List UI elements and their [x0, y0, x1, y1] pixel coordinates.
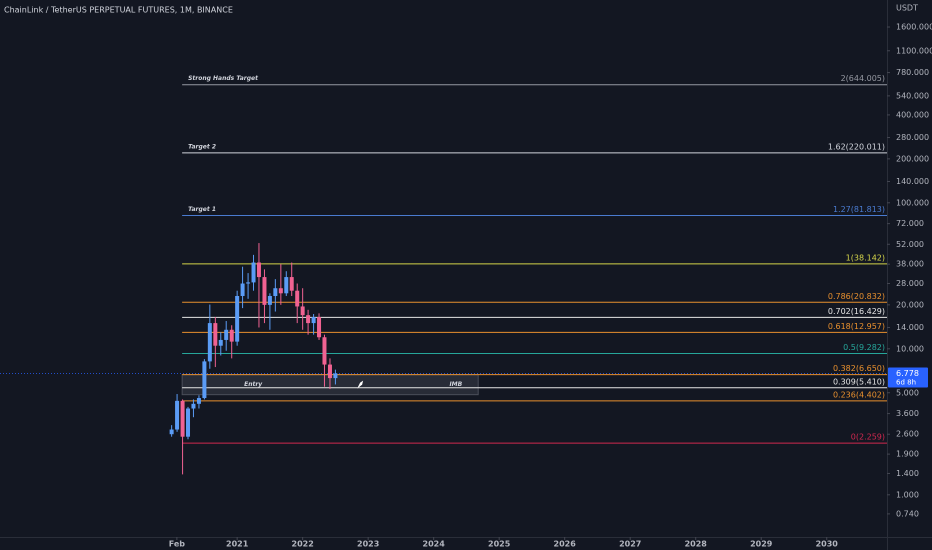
- fib-label: 0.618(12.957): [828, 322, 885, 331]
- candle-body: [278, 288, 283, 294]
- y-tick-label: 100.000: [896, 198, 929, 207]
- candle-body: [322, 337, 327, 365]
- candle-body: [240, 283, 245, 296]
- price-tag: [888, 367, 928, 388]
- x-tick-label: Feb: [169, 540, 186, 549]
- candle-body: [317, 317, 322, 338]
- x-tick-label: 2029: [750, 540, 773, 549]
- fib-label: 0(2.259): [851, 433, 885, 442]
- x-tick-label: 2022: [292, 540, 314, 549]
- fib-label: 1.27(81.813): [833, 205, 885, 214]
- x-tick-label: 2027: [619, 540, 641, 549]
- candle-body: [186, 408, 191, 437]
- x-tick-label: 2024: [423, 540, 446, 549]
- y-tick-label: 1.900: [896, 450, 919, 459]
- candle-body: [256, 262, 261, 278]
- candle-body: [213, 323, 218, 346]
- y-tick-label: 3.600: [896, 409, 919, 418]
- y-tick-label: 72.000: [896, 219, 924, 228]
- candle-body: [246, 282, 251, 284]
- fib-note: Strong Hands Target: [188, 75, 259, 82]
- y-tick-label: 38.000: [896, 260, 924, 269]
- y-tick-label: 1.000: [896, 490, 919, 499]
- y-tick-label: 780.000: [896, 68, 929, 77]
- chart-title: ChainLink / TetherUS PERPETUAL FUTURES, …: [4, 6, 233, 15]
- candle-body: [235, 295, 240, 342]
- fib-note: Target 1: [188, 206, 216, 213]
- candle-body: [180, 400, 185, 437]
- candle-body: [251, 262, 256, 283]
- rocket-icon: [357, 380, 364, 389]
- x-tick-label: 2028: [685, 540, 708, 549]
- fib-label: 0.786(20.832): [828, 292, 885, 301]
- candle-body: [224, 329, 229, 340]
- x-tick-label: 2025: [488, 540, 511, 549]
- y-tick-label: 52.000: [896, 240, 924, 249]
- candle-body: [333, 373, 338, 379]
- candle-body: [191, 403, 196, 409]
- candle-body: [196, 398, 201, 404]
- candle-body: [218, 339, 223, 346]
- x-tick-label: 2021: [226, 540, 249, 549]
- candle-body: [229, 329, 234, 342]
- fib-label: 0.702(16.429): [828, 307, 885, 316]
- candle-body: [306, 315, 311, 324]
- candle-body: [289, 277, 294, 291]
- fib-label: 2(644.005): [841, 74, 885, 83]
- y-tick-label: 1.400: [896, 469, 919, 478]
- candle-body: [175, 400, 180, 430]
- y-tick-label: 20.000: [896, 300, 924, 309]
- x-tick-label: 2026: [554, 540, 577, 549]
- fib-label: 1(38.142): [846, 253, 885, 262]
- candle-body: [273, 288, 278, 296]
- x-tick-label: 2023: [357, 540, 379, 549]
- candle-body: [202, 361, 207, 399]
- y-tick-label: 540.000: [896, 91, 929, 100]
- y-tick-label: 2.600: [896, 430, 919, 439]
- entry-label: Entry: [244, 381, 263, 388]
- candle-body: [207, 323, 212, 362]
- x-tick-label: 2030: [816, 540, 839, 549]
- fib-label: 0.382(6.650): [833, 364, 885, 373]
- y-tick-label: 14.000: [896, 323, 924, 332]
- fib-note: Target 2: [188, 143, 216, 150]
- fib-label: 1.62(220.011): [828, 142, 885, 151]
- y-tick-label: 140.000: [896, 177, 929, 186]
- candle-body: [311, 317, 316, 324]
- price-tag-label: 6.778: [896, 369, 919, 378]
- fib-label: 0.5(9.282): [843, 343, 885, 352]
- candle-body: [300, 306, 305, 316]
- axis-unit: USDT: [896, 4, 918, 13]
- candle-body: [169, 429, 174, 435]
- fib-label: 0.236(4.402): [833, 390, 885, 399]
- y-tick-label: 28.000: [896, 279, 924, 288]
- y-tick-label: 400.000: [896, 110, 929, 119]
- y-tick-label: 1600.000: [896, 23, 932, 32]
- candle-body: [284, 277, 289, 294]
- candle-body: [295, 290, 300, 307]
- y-tick-label: 200.000: [896, 154, 929, 163]
- fib-label: 0.309(5.410): [833, 377, 885, 386]
- y-tick-label: 10.000: [896, 344, 924, 353]
- candle-body: [327, 364, 332, 379]
- imb-label: IMB: [449, 381, 462, 388]
- y-tick-label: 280.000: [896, 133, 929, 142]
- y-tick-label: 1100.000: [896, 46, 932, 55]
- candle-body: [267, 295, 272, 305]
- candle-body: [262, 277, 267, 305]
- price-countdown: 6d 8h: [896, 378, 916, 386]
- y-tick-label: 0.740: [896, 509, 919, 518]
- y-tick-label: 5.000: [896, 388, 919, 397]
